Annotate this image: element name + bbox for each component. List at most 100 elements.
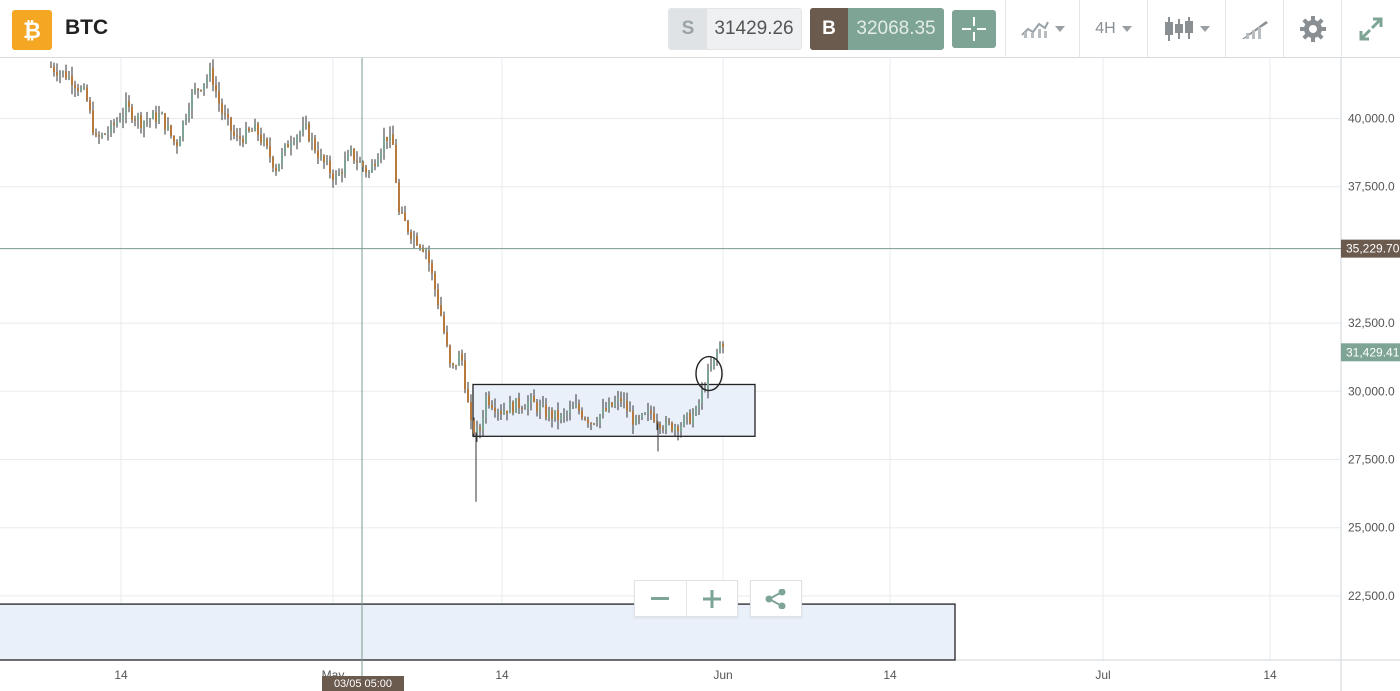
gear-icon	[1299, 16, 1326, 42]
buy-button[interactable]: B 32068.35	[810, 8, 944, 50]
toolbar: ₿ BTC S 31429.26 B 32068.35 4H	[0, 0, 1400, 58]
lower-range-box[interactable]	[0, 603, 956, 661]
candle-body	[176, 141, 178, 147]
share-icon	[765, 588, 786, 609]
candle-body	[173, 135, 175, 142]
candle-body	[380, 151, 382, 160]
drawing-tools-icon	[1241, 21, 1268, 39]
candle-body	[401, 212, 403, 214]
candle-body	[377, 159, 379, 166]
candle-body	[179, 137, 181, 147]
zoom-out-button[interactable]	[635, 581, 687, 616]
price-axis: 40,000.0 37,500.0 32,500.0 30,000.0 27,500.0…	[1348, 112, 1395, 603]
candle-body	[134, 119, 136, 121]
price-tick-label: 22,500.0	[1348, 589, 1395, 603]
candle-body	[125, 101, 127, 116]
zoom-in-button[interactable]	[687, 581, 738, 616]
candle-body	[422, 247, 424, 252]
candle-body	[623, 400, 625, 402]
candle-body	[332, 173, 334, 180]
date-tick-label: 14	[883, 668, 897, 682]
price-tick-label: 25,000.0	[1348, 521, 1395, 535]
candle-body	[119, 119, 121, 122]
candle-body	[212, 67, 214, 85]
candle-body	[548, 410, 550, 418]
candle-body	[473, 420, 475, 434]
candle-body	[389, 134, 391, 141]
candle-body	[116, 121, 118, 126]
candle-body	[569, 408, 571, 414]
candle-body	[698, 403, 700, 408]
candle-body	[476, 427, 478, 434]
price-tick-label: 30,000.0	[1348, 384, 1395, 398]
candle-body	[329, 160, 331, 174]
timeframe-dropdown[interactable]: 4H	[1079, 0, 1147, 58]
crosshair-button[interactable]	[952, 10, 996, 48]
candle-body	[557, 410, 559, 421]
candle-body	[257, 123, 259, 135]
chart-type-button[interactable]	[1147, 0, 1225, 58]
candlestick-series	[50, 59, 724, 502]
crosshair-icon	[962, 17, 986, 41]
candle-body	[353, 148, 355, 161]
price-chart[interactable]: 40,000.0 37,500.0 32,500.0 30,000.0 27,500.0…	[0, 58, 1400, 691]
date-tick-label: 14	[1263, 668, 1277, 682]
zoom-controls	[634, 580, 738, 617]
candle-body	[491, 405, 493, 408]
candle-body	[398, 182, 400, 213]
candle-body	[563, 413, 565, 416]
candle-body	[281, 152, 283, 164]
candle-body	[143, 121, 145, 128]
candle-body	[695, 407, 697, 415]
candle-body	[308, 123, 310, 142]
candle-body	[326, 160, 328, 163]
buy-tag: B	[810, 8, 848, 50]
indicators-button[interactable]	[1005, 0, 1079, 58]
candle-body	[458, 353, 460, 366]
candle-body	[248, 128, 250, 131]
candle-body	[716, 352, 718, 358]
candle-body	[554, 410, 556, 419]
breakout-circle-annotation[interactable]	[695, 355, 723, 392]
candle-body	[659, 423, 661, 429]
candle-body	[74, 84, 76, 88]
candle-body	[644, 413, 646, 415]
candle-body	[509, 402, 511, 414]
share-button[interactable]	[750, 580, 802, 617]
settings-button[interactable]	[1283, 0, 1341, 58]
drawing-tools-button[interactable]	[1225, 0, 1283, 58]
candle-body	[542, 404, 544, 406]
candle-body	[155, 112, 157, 122]
candle-body	[350, 148, 352, 154]
candle-body	[521, 408, 523, 410]
candlestick-type-icon	[1164, 17, 1193, 41]
candle-body	[449, 345, 451, 364]
candle-body	[479, 427, 481, 431]
sell-price: 31429.26	[714, 18, 794, 39]
candle-body	[200, 90, 202, 92]
minus-icon	[651, 596, 670, 600]
candle-body	[203, 83, 205, 91]
current-price-label: 31,429.41	[1346, 345, 1400, 359]
candle-body	[578, 403, 580, 411]
candle-body	[284, 144, 286, 153]
consolidation-range-box[interactable]	[472, 383, 756, 437]
candle-body	[341, 172, 343, 174]
candle-body	[428, 250, 430, 264]
candle-body	[416, 235, 418, 246]
candle-body	[500, 411, 502, 414]
candle-body	[677, 426, 679, 432]
candle-body	[701, 389, 703, 404]
candle-body	[647, 410, 649, 414]
candle-body	[293, 142, 295, 144]
sell-button[interactable]: S 31429.26	[668, 8, 802, 50]
candle-body	[413, 235, 415, 240]
candle-body	[263, 139, 265, 143]
candle-body	[149, 119, 151, 121]
expand-button[interactable]	[1341, 0, 1400, 58]
candle-body	[722, 343, 724, 348]
candle-body	[140, 115, 142, 128]
candle-body	[266, 139, 268, 146]
candle-body	[665, 421, 667, 430]
candle-body	[632, 411, 634, 425]
